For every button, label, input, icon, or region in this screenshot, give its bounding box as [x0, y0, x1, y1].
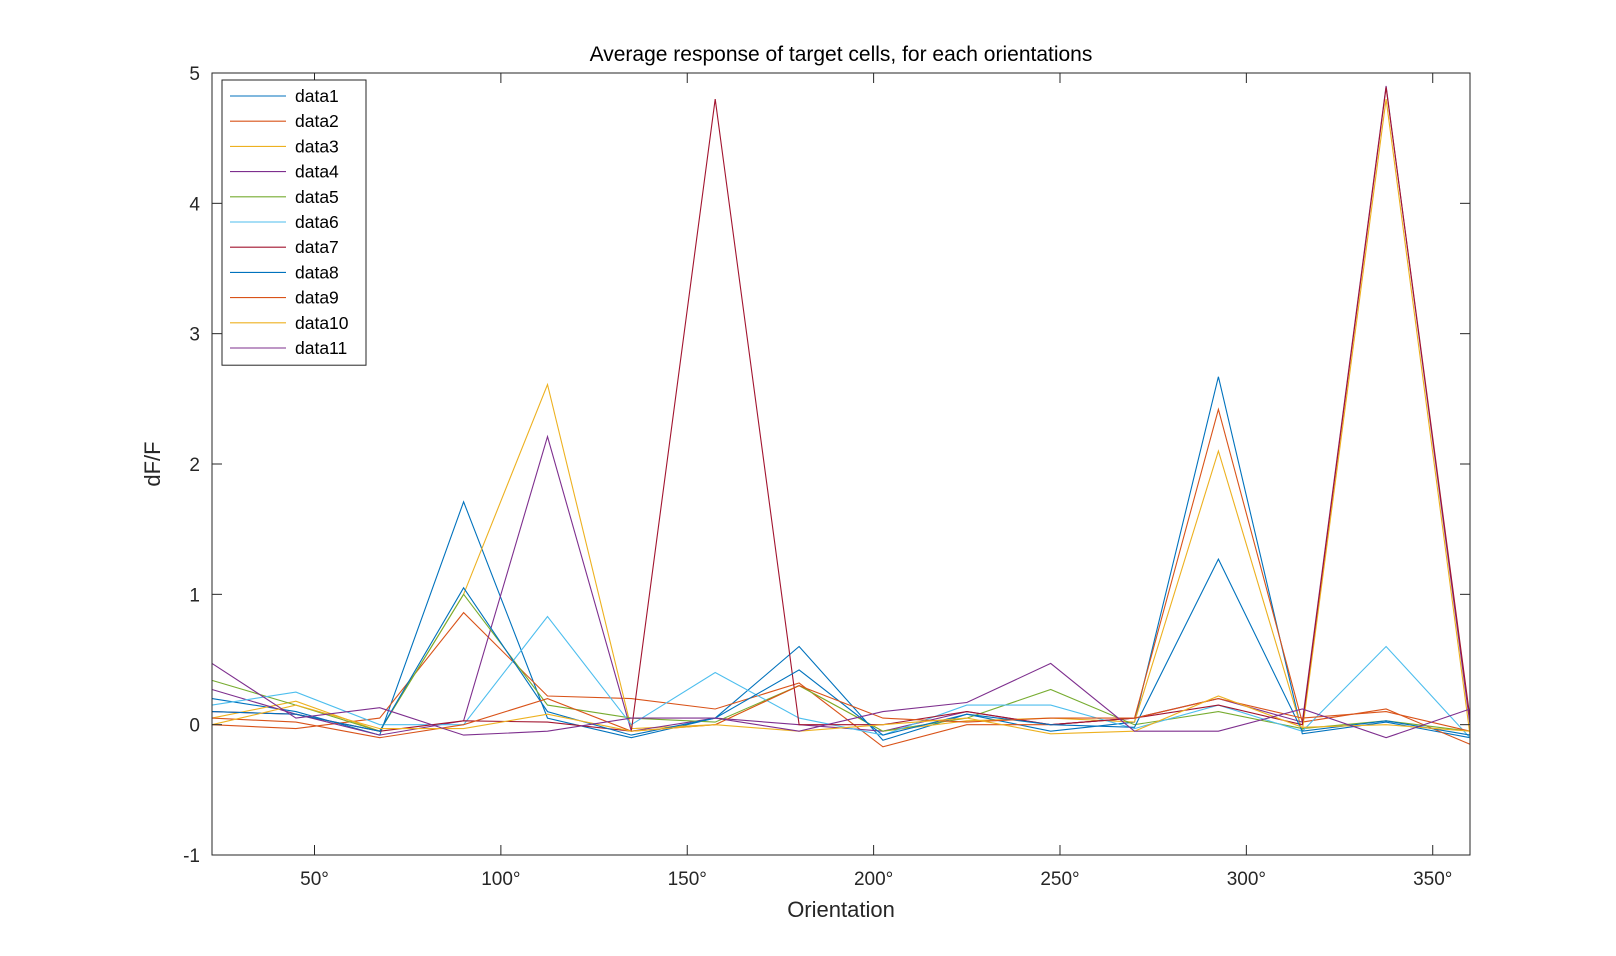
x-tick-label: 350° [1413, 869, 1452, 890]
y-tick-label: 4 [189, 194, 200, 215]
legend-label-data11: data11 [295, 338, 347, 358]
legend-label-data10: data10 [295, 313, 349, 333]
y-tick-label: 1 [189, 585, 200, 606]
x-tick-label: 50° [300, 869, 329, 890]
series-line-data2 [211, 407, 1471, 748]
series-line-data7 [211, 87, 1471, 732]
x-axis-label: Orientation [787, 897, 895, 922]
x-tick-label: 300° [1227, 869, 1266, 890]
x-tick-label: 150° [668, 869, 707, 890]
series-line-data10 [211, 695, 1471, 735]
series-line-data11 [211, 662, 1471, 739]
tick-layer: 50° 100° 150° 200° 250° 300° 350° -1 0 1 2 3 4 5 [183, 64, 1470, 890]
legend: data1 data2 data3 data4 data5 data6 data7 data8… [221, 79, 367, 366]
series-line-data9 [211, 685, 1471, 739]
y-tick-label: 2 [189, 455, 200, 476]
legend-label-data8: data8 [295, 262, 339, 282]
y-tick-label: 0 [189, 716, 200, 737]
plot-area [212, 73, 1470, 855]
legend-label-data9: data9 [295, 288, 339, 308]
series-line-data1 [211, 376, 1471, 741]
y-tick-label: -1 [183, 846, 200, 867]
series-layer [211, 85, 1471, 748]
legend-label-data4: data4 [295, 162, 339, 182]
legend-label-data5: data5 [295, 187, 339, 207]
x-tick-label: 250° [1040, 869, 1079, 890]
y-axis-label: dF/F [140, 441, 165, 486]
x-tick-label: 200° [854, 869, 893, 890]
series-line-data8 [211, 557, 1471, 736]
x-tick-label: 100° [481, 869, 520, 890]
legend-label-data2: data2 [295, 111, 339, 131]
legend-label-data1: data1 [295, 86, 339, 106]
series-line-data6 [211, 615, 1471, 739]
legend-label-data3: data3 [295, 136, 339, 156]
legend-box [221, 79, 367, 366]
y-tick-label: 5 [189, 64, 200, 85]
chart-title: Average response of target cells, for ea… [590, 43, 1093, 66]
y-tick-label: 3 [189, 325, 200, 346]
legend-label-data7: data7 [295, 237, 339, 257]
legend-label-data6: data6 [295, 212, 339, 232]
